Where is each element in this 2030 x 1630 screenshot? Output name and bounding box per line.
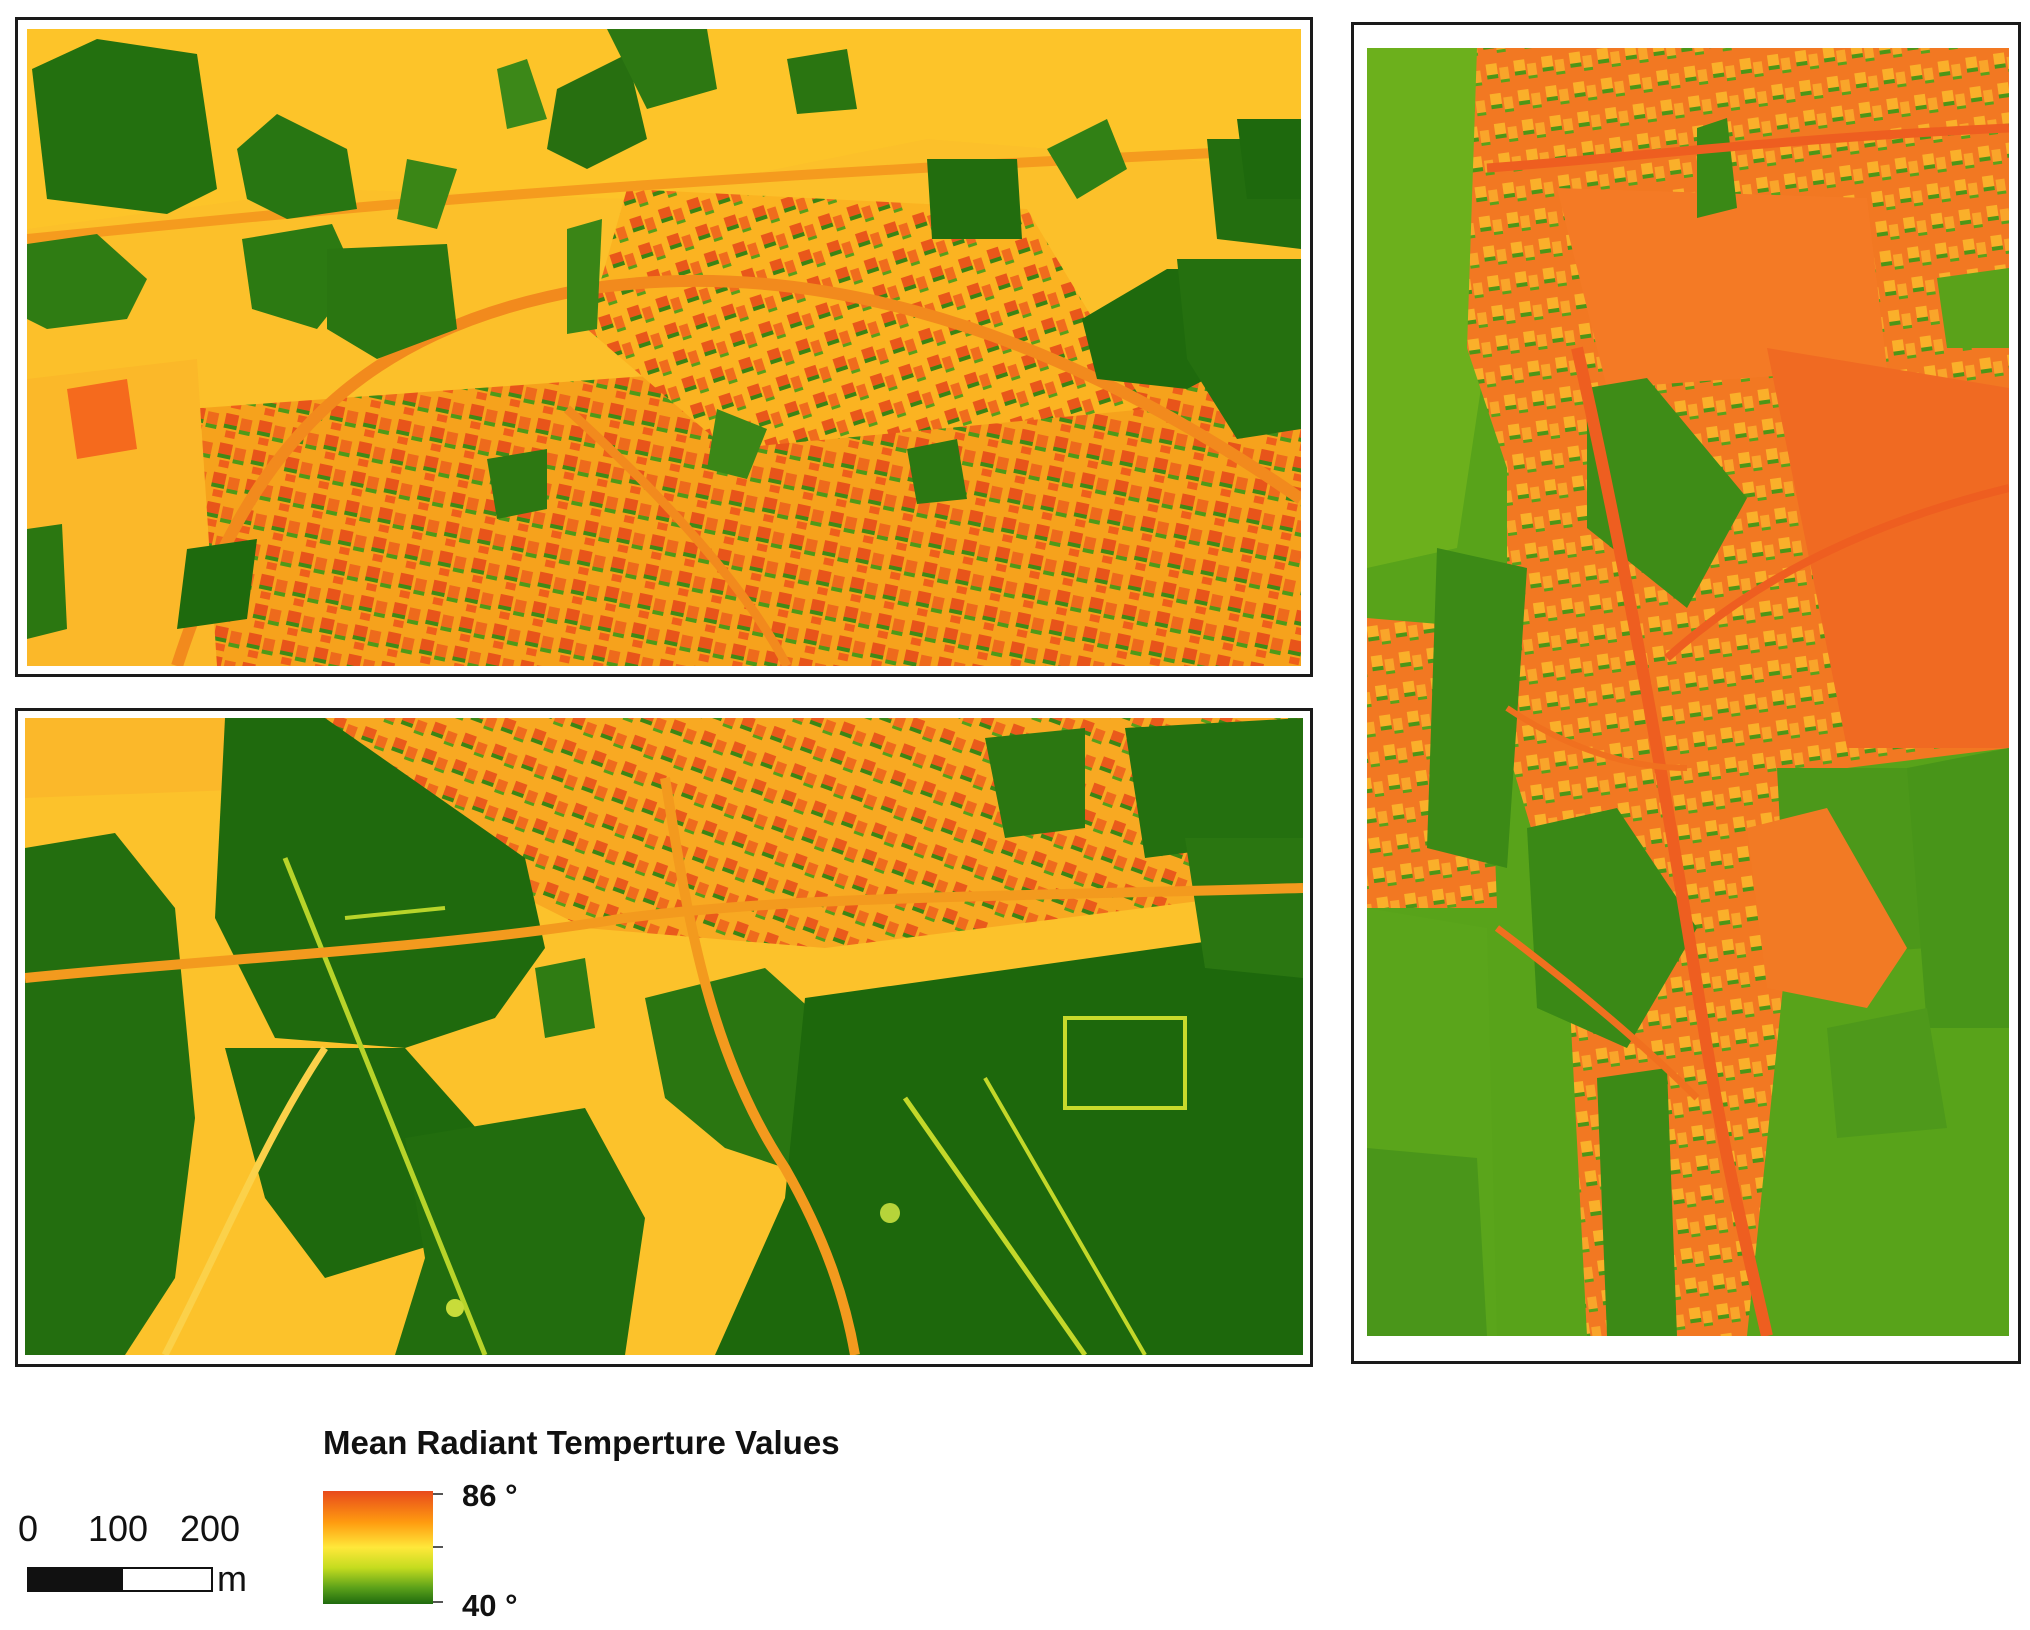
map-panel-right <box>1351 22 2021 1364</box>
color-ramp <box>323 1491 433 1604</box>
scalebar-unit: m <box>217 1558 247 1599</box>
mrt-map-bottom-left <box>25 718 1303 1355</box>
scalebar-label-100: 100 <box>88 1508 149 1549</box>
map-panel-bottom-left <box>15 708 1313 1367</box>
legend-min-label: 40 ° <box>462 1588 518 1623</box>
map-panel-top-left <box>15 17 1313 677</box>
ramp-tick-mid <box>433 1546 443 1548</box>
mrt-map-right <box>1367 48 2009 1336</box>
scalebar-label-0: 0 <box>18 1508 39 1549</box>
legend-max-label: 86 ° <box>462 1478 518 1513</box>
mrt-map-top-left <box>27 29 1301 666</box>
legend-title: Mean Radiant Temperture Values <box>323 1424 840 1461</box>
scale-bar <box>27 1567 213 1592</box>
scale-bar-fill <box>29 1569 123 1590</box>
scalebar-label-200: 200 <box>180 1508 241 1549</box>
ramp-tick-top <box>433 1493 443 1495</box>
ramp-tick-bottom <box>433 1601 443 1603</box>
